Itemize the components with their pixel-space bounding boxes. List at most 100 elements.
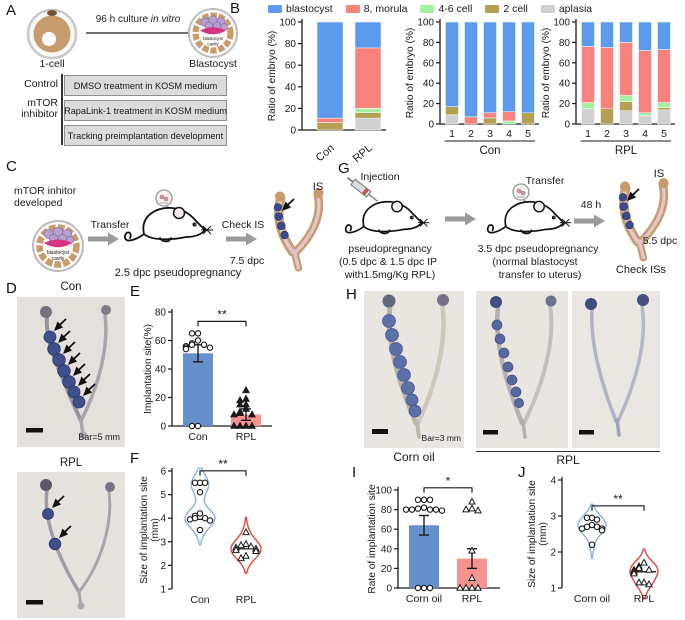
treatment-box-dmso: DMSO treatment in KOSM medium bbox=[64, 75, 227, 96]
photo-group-label-corn-oil: Corn oil bbox=[393, 450, 435, 464]
svg-text:Con: Con bbox=[188, 431, 207, 443]
svg-text:100: 100 bbox=[279, 18, 296, 29]
svg-text:2: 2 bbox=[604, 128, 610, 140]
legend-swatch-2-cell bbox=[485, 5, 500, 13]
svg-text:Con: Con bbox=[479, 145, 500, 157]
svg-text:1: 1 bbox=[449, 128, 455, 140]
panel-label-f: F bbox=[130, 450, 140, 467]
panel-label-b: B bbox=[230, 0, 241, 17]
svg-text:6: 6 bbox=[160, 467, 166, 478]
panel-label-a: A bbox=[6, 2, 17, 19]
svg-text:20: 20 bbox=[559, 99, 571, 110]
legend-swatch-morula bbox=[345, 5, 360, 13]
blastocyst-label: Blastocyst bbox=[189, 58, 237, 70]
uterus-icon bbox=[274, 188, 324, 268]
gray-arrow-icon bbox=[226, 232, 257, 246]
svg-text:60: 60 bbox=[155, 336, 167, 347]
svg-text:RPL: RPL bbox=[615, 145, 638, 157]
svg-text:100: 100 bbox=[553, 18, 570, 29]
svg-text:5: 5 bbox=[661, 128, 667, 140]
panel-label-g: G bbox=[338, 160, 350, 177]
photo-title-rpl: RPL bbox=[59, 457, 83, 469]
svg-text:3: 3 bbox=[623, 128, 629, 140]
implantation-sites bbox=[42, 508, 62, 551]
photo-uterus-rpl-1 bbox=[476, 291, 568, 448]
svg-text:Implantation site(%): Implantation site(%) bbox=[143, 324, 154, 414]
blastocyst-icon: blastocyst cavity bbox=[32, 220, 84, 272]
svg-text:3.5 dpc pseudopregnancy: 3.5 dpc pseudopregnancy bbox=[478, 243, 600, 255]
implantation-sites bbox=[43, 330, 86, 409]
svg-text:Corn oil: Corn oil bbox=[574, 593, 610, 605]
scale-bar bbox=[483, 430, 498, 435]
svg-text:Ratio of embryo (%): Ratio of embryo (%) bbox=[405, 28, 416, 119]
legend-item: blastocyst bbox=[268, 3, 333, 15]
panel-a-diagram: 1-cell 96 h culture in vitro blastocyst … bbox=[26, 8, 238, 70]
embryo-stage-legend: blastocyst 8, morula 4-6 cell 2 cell apl… bbox=[268, 3, 592, 15]
svg-text:**: ** bbox=[218, 457, 228, 471]
svg-text:4: 4 bbox=[550, 476, 556, 487]
48h-label: 48 h bbox=[581, 199, 602, 211]
svg-text:40: 40 bbox=[285, 82, 297, 93]
svg-text:blastocyst: blastocyst bbox=[47, 250, 70, 256]
legend-item: 8, morula bbox=[345, 3, 407, 15]
svg-text:RPL: RPL bbox=[462, 593, 483, 605]
svg-text:4: 4 bbox=[642, 128, 648, 140]
svg-text:RPL: RPL bbox=[236, 594, 257, 606]
chart-svg: 1 2 3 4 5 6 Size of implantation site (mm) Con RP… bbox=[139, 457, 262, 606]
photo-title-con: Con bbox=[60, 281, 82, 293]
injection-label: Injection bbox=[360, 171, 399, 183]
panel-label-d: D bbox=[6, 280, 17, 297]
legend-swatch-4-6-cell bbox=[420, 5, 435, 13]
svg-text:RPL: RPL bbox=[634, 593, 655, 605]
chart-embryo-ratio-con-replicates: 0 20 40 60 80 100 Ratio of embryo (%) 1 2 3 4 5 Con bbox=[402, 16, 550, 164]
svg-text:80: 80 bbox=[381, 505, 393, 516]
svg-text:20: 20 bbox=[155, 393, 167, 404]
svg-text:40: 40 bbox=[423, 79, 435, 90]
svg-text:cavity: cavity bbox=[52, 256, 65, 262]
svg-text:60: 60 bbox=[559, 58, 571, 69]
culture-arrow bbox=[86, 29, 197, 37]
svg-text:RPL: RPL bbox=[236, 431, 257, 443]
svg-text:5: 5 bbox=[525, 128, 531, 140]
is-label: IS bbox=[654, 168, 664, 180]
svg-text:40: 40 bbox=[381, 544, 393, 555]
gray-arrow-icon bbox=[445, 212, 476, 226]
svg-text:Size of implantation site: Size of implantation site bbox=[527, 480, 538, 588]
row-label-mtor: mTOR inhibitor bbox=[21, 97, 58, 120]
transfer-label: Transfer bbox=[526, 175, 565, 187]
dpc-label: 7.5 dpc bbox=[230, 255, 264, 267]
treatment-box-rapalink: RapaLink-1 treatment in KOSM medium bbox=[64, 100, 227, 121]
svg-text:0: 0 bbox=[564, 120, 570, 131]
svg-text:blastocyst: blastocyst bbox=[203, 36, 223, 41]
mouse-icon bbox=[344, 200, 431, 235]
is-label: IS bbox=[313, 181, 323, 193]
scale-bar bbox=[26, 428, 43, 433]
svg-text:*: * bbox=[446, 474, 451, 488]
check-is-label: Check IS bbox=[222, 219, 265, 231]
chart-embryo-ratio-rpl-replicates: 0 20 40 60 80 100 Ratio of embryo (%) 1 2 3 4 5 RPL bbox=[538, 16, 684, 164]
check-iss-label: Check ISs bbox=[616, 264, 667, 276]
gray-arrow-icon bbox=[574, 214, 605, 228]
svg-text:0: 0 bbox=[290, 126, 296, 137]
svg-text:(mm): (mm) bbox=[538, 522, 549, 546]
svg-text:100: 100 bbox=[375, 486, 392, 497]
svg-text:cavity: cavity bbox=[207, 42, 219, 47]
svg-text:pseudopregnancy: pseudopregnancy bbox=[348, 243, 432, 255]
transfer-label: Transfer bbox=[91, 219, 130, 231]
scale-bar bbox=[579, 430, 594, 435]
svg-text:**: ** bbox=[217, 307, 227, 321]
panel-g-diagram: Injection pseudopregnancy (0.5 dpc & 1.5… bbox=[339, 168, 677, 281]
svg-text:80: 80 bbox=[285, 39, 297, 50]
svg-text:1: 1 bbox=[160, 585, 166, 596]
svg-text:1: 1 bbox=[585, 128, 591, 140]
svg-text:**: ** bbox=[613, 492, 623, 506]
implantation-sites bbox=[382, 314, 422, 418]
svg-text:transfer to uterus): transfer to uterus) bbox=[499, 269, 582, 281]
svg-text:(mm): (mm) bbox=[150, 518, 161, 542]
svg-text:Size of implantation site: Size of implantation site bbox=[139, 476, 150, 584]
svg-text:4: 4 bbox=[506, 128, 512, 140]
svg-text:4: 4 bbox=[160, 514, 166, 525]
